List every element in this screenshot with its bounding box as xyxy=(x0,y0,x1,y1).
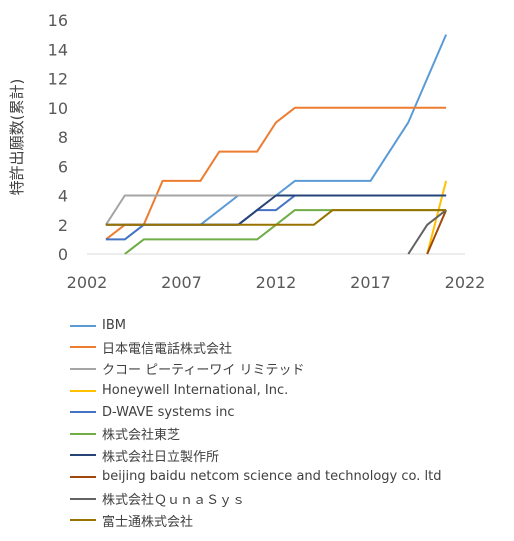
series-line-2 xyxy=(105,106,447,241)
legend-swatch xyxy=(70,432,96,435)
legend-label: D-WAVE systems inc xyxy=(102,404,235,420)
legend-swatch xyxy=(70,367,96,370)
x-tick-label: 2012 xyxy=(256,273,297,292)
y-tick-label: 6 xyxy=(58,157,68,176)
legend-label: 日本電信電話株式会社 xyxy=(102,341,233,357)
legend-label: beijing baidu netcom science and technol… xyxy=(102,469,442,485)
legend-label: Honeywell International, Inc. xyxy=(102,383,289,399)
series-line-6 xyxy=(124,209,447,255)
y-tick-label: 8 xyxy=(58,128,68,147)
legend-label: クコー ピーティーワイ リミテッド xyxy=(102,363,305,379)
x-tick-label: 2007 xyxy=(161,273,202,292)
legend-swatch xyxy=(70,519,96,522)
legend-item: 株式会社ＱｕｎａＳｙｓ xyxy=(70,488,441,510)
legend-item: 株式会社東芝 xyxy=(70,423,441,445)
legend-item: beijing baidu netcom science and technol… xyxy=(70,466,441,488)
legend-swatch xyxy=(70,454,96,457)
legend-label: IBM xyxy=(102,318,126,334)
x-axis-ticks: 2002 2007 2012 2017 2022 xyxy=(67,273,486,292)
legend-item: 日本電信電話株式会社 xyxy=(70,337,441,359)
series-line-8 xyxy=(426,209,448,255)
legend-swatch xyxy=(70,475,96,478)
legend-item: クコー ピーティーワイ リミテッド xyxy=(70,358,441,380)
legend-swatch xyxy=(70,389,96,392)
legend-swatch xyxy=(70,411,96,414)
y-tick-label: 0 xyxy=(58,245,68,264)
legend-item: Honeywell International, Inc. xyxy=(70,380,441,402)
x-tick-label: 2017 xyxy=(350,273,391,292)
legend-label: 富士通株式会社 xyxy=(102,514,194,530)
legend-label: 株式会社東芝 xyxy=(102,428,181,444)
y-axis-label: 特許出願数(累計) xyxy=(8,79,26,196)
legend-label: 株式会社日立製作所 xyxy=(102,449,220,465)
legend-item: IBM xyxy=(70,315,441,337)
legend-swatch xyxy=(70,346,96,349)
series-lines xyxy=(105,34,448,255)
series-line-5 xyxy=(105,194,447,241)
legend-swatch xyxy=(70,497,96,500)
legend-swatch xyxy=(70,324,96,327)
series-line-9 xyxy=(407,209,447,255)
legend-label: 株式会社ＱｕｎａＳｙｓ xyxy=(102,493,246,509)
y-tick-label: 14 xyxy=(48,40,68,59)
line-chart: 0 2 4 6 8 10 12 14 16 2002 2007 2012 2017 2022 特許出願数… xyxy=(8,11,486,292)
legend-item: 株式会社日立製作所 xyxy=(70,445,441,467)
y-tick-label: 10 xyxy=(48,99,68,118)
x-tick-label: 2002 xyxy=(67,273,108,292)
legend: IBM 日本電信電話株式会社クコー ピーティーワイ リミテッド Honeywell … xyxy=(70,315,441,531)
y-tick-label: 12 xyxy=(48,70,68,89)
y-tick-label: 16 xyxy=(48,11,68,30)
y-axis-ticks: 0 2 4 6 8 10 12 14 16 xyxy=(48,11,68,264)
legend-item: 富士通株式会社 xyxy=(70,509,441,531)
series-line-10 xyxy=(105,209,447,226)
x-tick-label: 2022 xyxy=(445,273,486,292)
y-tick-label: 4 xyxy=(58,187,68,206)
y-tick-label: 2 xyxy=(58,216,68,235)
legend-item: D-WAVE systems inc xyxy=(70,401,441,423)
